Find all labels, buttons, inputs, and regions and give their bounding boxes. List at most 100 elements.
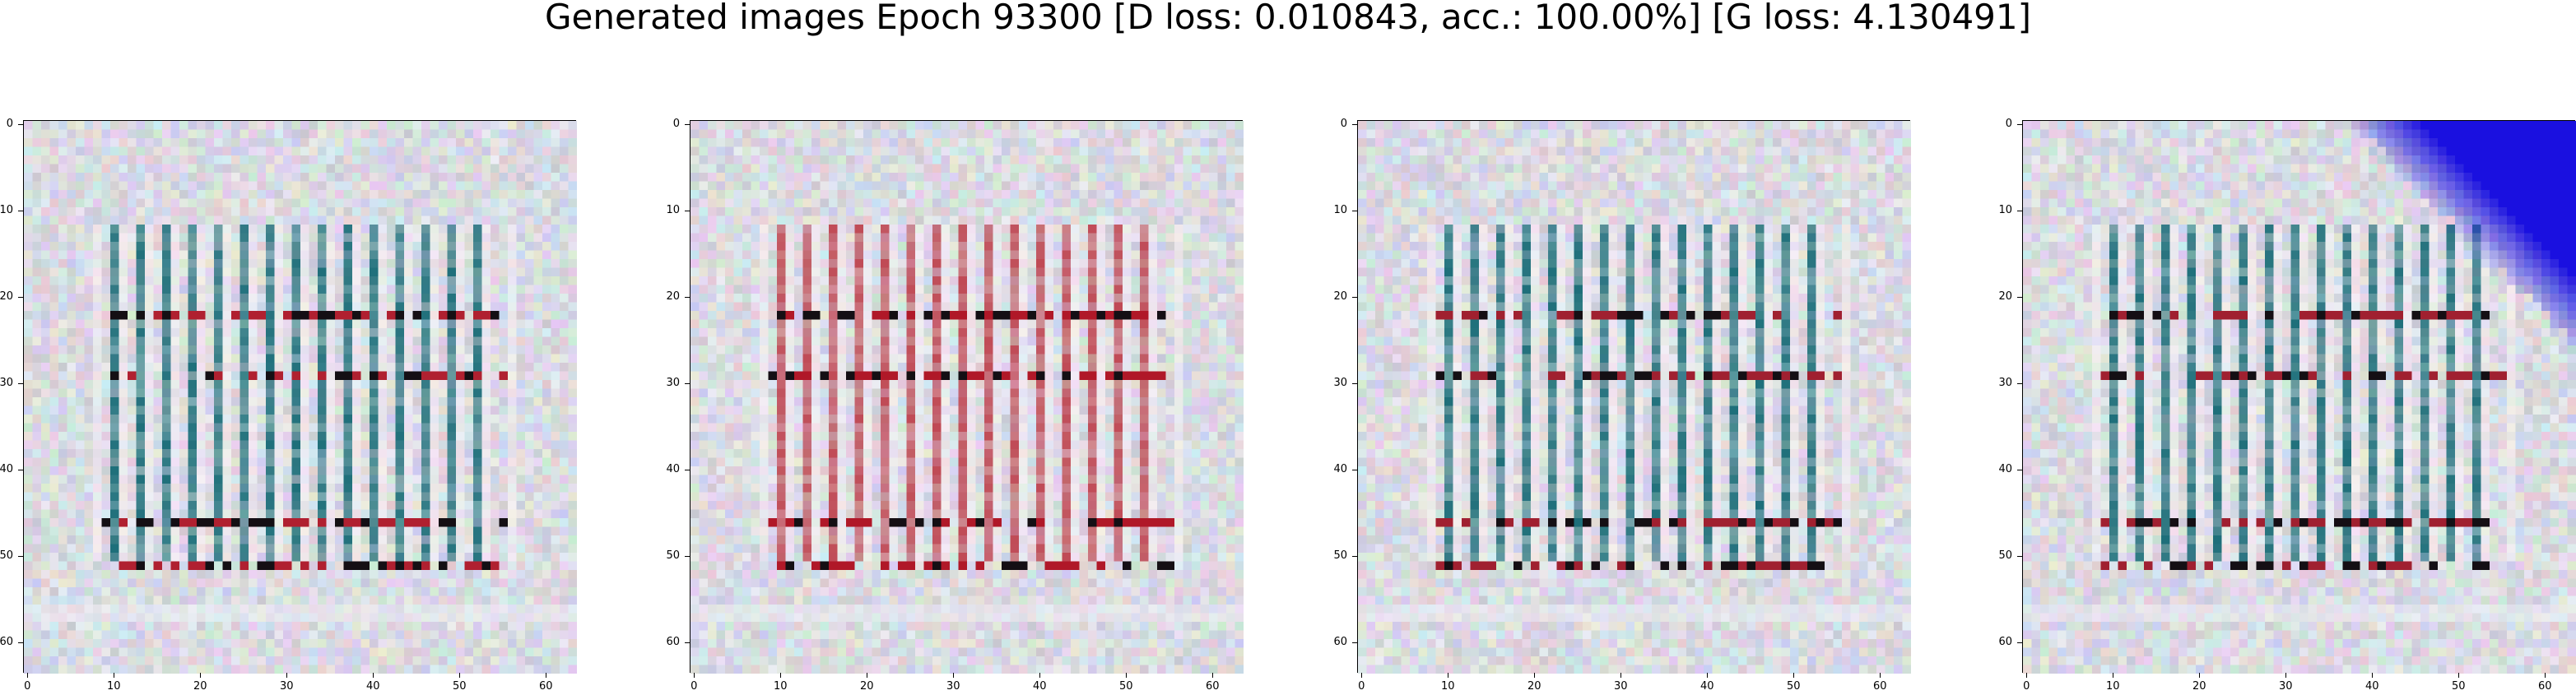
x-tick-label: 30 <box>2278 680 2293 693</box>
x-tick-label: 40 <box>2364 680 2379 693</box>
y-tick-label: 50 <box>666 549 680 563</box>
y-tick-mark <box>1352 383 1357 385</box>
x-tick-mark <box>2458 673 2460 678</box>
x-tick-mark <box>1793 673 1795 678</box>
x-tick-mark <box>2026 673 2028 678</box>
x-tick-label: 50 <box>452 680 467 693</box>
x-tick-mark <box>1039 673 1041 678</box>
x-tick-label: 30 <box>1613 680 1628 693</box>
generated-image <box>2023 121 2576 674</box>
x-tick-mark <box>27 673 29 678</box>
x-tick-label: 20 <box>193 680 207 693</box>
y-tick-mark <box>18 642 23 644</box>
image-panel-3: 0 10 20 30 40 50 60 0 10 20 30 40 50 60 <box>1333 118 1911 692</box>
x-tick-label: 0 <box>24 680 31 693</box>
y-tick-label: 10 <box>666 204 680 217</box>
x-tick-label: 50 <box>2451 680 2466 693</box>
x-tick-label: 10 <box>106 680 121 693</box>
y-tick-mark <box>685 124 690 126</box>
image-frame <box>1357 120 1911 674</box>
x-tick-mark <box>1212 673 1214 678</box>
y-tick-mark <box>1352 642 1357 644</box>
y-tick-label: 40 <box>1998 463 2012 476</box>
y-tick-label: 30 <box>0 377 13 390</box>
x-tick-mark <box>2372 673 2374 678</box>
x-tick-mark <box>780 673 782 678</box>
y-tick-label: 20 <box>1998 290 2012 303</box>
figure-title: Generated images Epoch 93300 [D loss: 0.… <box>544 0 2032 37</box>
y-tick-label: 60 <box>1998 636 2012 649</box>
x-tick-label: 60 <box>538 680 553 693</box>
x-tick-mark <box>2199 673 2201 678</box>
image-panel-2: 0 10 20 30 40 50 60 0 10 20 30 40 50 60 <box>666 118 1244 692</box>
x-tick-mark <box>373 673 374 678</box>
y-tick-label: 0 <box>6 118 13 131</box>
x-tick-label: 30 <box>279 680 294 693</box>
y-tick-mark <box>18 124 23 126</box>
y-tick-mark <box>2017 383 2022 385</box>
y-tick-label: 10 <box>1998 204 2012 217</box>
y-tick-mark <box>1352 124 1357 126</box>
x-tick-label: 20 <box>1527 680 1541 693</box>
y-tick-label: 0 <box>2005 118 2012 131</box>
y-tick-label: 40 <box>666 463 680 476</box>
image-frame <box>690 120 1244 674</box>
x-tick-label: 30 <box>946 680 960 693</box>
y-tick-label: 0 <box>1340 118 1347 131</box>
y-tick-label: 10 <box>0 204 13 217</box>
generated-image <box>24 121 577 674</box>
y-tick-label: 60 <box>666 636 680 649</box>
x-tick-mark <box>2545 673 2546 678</box>
generated-image <box>1358 121 1911 674</box>
x-tick-mark <box>1707 673 1709 678</box>
y-tick-label: 30 <box>1333 377 1347 390</box>
y-tick-mark <box>2017 642 2022 644</box>
x-tick-mark <box>459 673 461 678</box>
y-tick-mark <box>2017 556 2022 558</box>
x-tick-mark <box>1361 673 1363 678</box>
y-tick-label: 40 <box>1333 463 1347 476</box>
y-tick-label: 60 <box>0 636 13 649</box>
x-tick-label: 10 <box>773 680 788 693</box>
y-tick-label: 50 <box>1333 549 1347 563</box>
image-panel-4: 0 10 20 30 40 50 60 0 10 20 30 40 50 60 <box>1998 118 2576 692</box>
x-tick-label: 60 <box>2537 680 2552 693</box>
y-tick-label: 20 <box>666 290 680 303</box>
y-tick-label: 10 <box>1333 204 1347 217</box>
y-tick-mark <box>685 556 690 558</box>
x-tick-mark <box>200 673 202 678</box>
image-panel-1: 0 10 20 30 40 50 60 0 10 20 30 40 50 60 <box>0 118 577 692</box>
x-tick-label: 0 <box>690 680 698 693</box>
y-tick-mark <box>18 383 23 385</box>
y-tick-label: 50 <box>0 549 13 563</box>
y-tick-mark <box>2017 297 2022 299</box>
x-tick-label: 40 <box>1032 680 1047 693</box>
x-tick-label: 10 <box>1440 680 1455 693</box>
image-frame <box>23 120 577 674</box>
y-tick-mark <box>2017 124 2022 126</box>
y-tick-label: 60 <box>1333 636 1347 649</box>
x-tick-label: 60 <box>1872 680 1887 693</box>
x-tick-mark <box>1880 673 1881 678</box>
y-tick-label: 50 <box>1998 549 2012 563</box>
y-tick-mark <box>18 556 23 558</box>
x-tick-label: 40 <box>365 680 380 693</box>
y-tick-label: 20 <box>1333 290 1347 303</box>
y-tick-mark <box>1352 297 1357 299</box>
y-tick-label: 40 <box>0 463 13 476</box>
y-tick-label: 0 <box>672 118 680 131</box>
x-tick-label: 40 <box>1700 680 1714 693</box>
y-tick-mark <box>685 297 690 299</box>
y-tick-mark <box>1352 556 1357 558</box>
x-tick-mark <box>1126 673 1128 678</box>
x-tick-label: 20 <box>859 680 874 693</box>
x-tick-mark <box>286 673 288 678</box>
x-tick-label: 60 <box>1205 680 1220 693</box>
x-tick-label: 0 <box>1358 680 1365 693</box>
x-tick-label: 20 <box>2192 680 2206 693</box>
x-tick-mark <box>1620 673 1622 678</box>
y-tick-mark <box>18 297 23 299</box>
y-tick-label: 20 <box>0 290 13 303</box>
y-tick-label: 30 <box>1998 377 2012 390</box>
x-tick-mark <box>694 673 695 678</box>
